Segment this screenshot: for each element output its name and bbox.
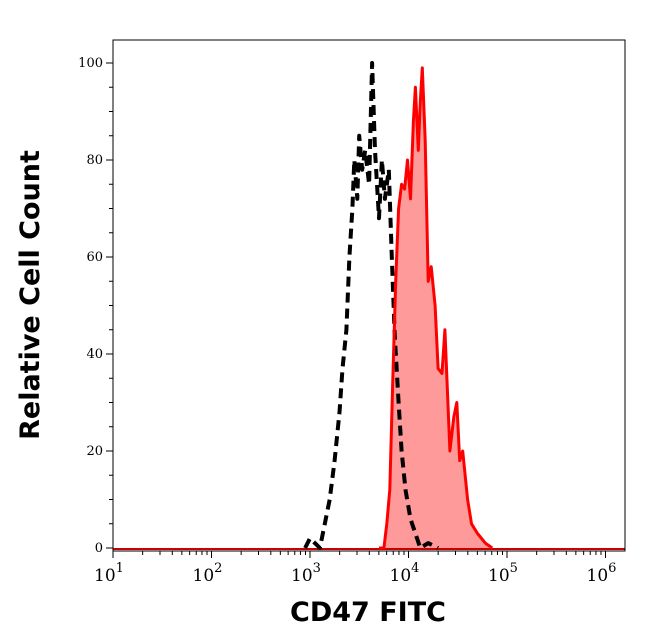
x-tick-base: 10 xyxy=(193,566,215,586)
x-tick-exp: 5 xyxy=(510,561,518,576)
y-tick-label: 20 xyxy=(86,444,103,459)
x-tick-exp: 4 xyxy=(411,561,419,576)
x-tick-exp: 2 xyxy=(214,561,222,576)
x-tick-label: 105 xyxy=(488,561,518,586)
series-1-line xyxy=(379,66,494,550)
y-tick-label: 100 xyxy=(78,56,103,71)
y-tick-label: 80 xyxy=(86,153,103,168)
x-tick-label: 103 xyxy=(291,561,321,586)
x-tick-base: 10 xyxy=(291,566,313,586)
x-tick-label: 101 xyxy=(94,561,124,586)
x-tick-base: 10 xyxy=(94,566,116,586)
x-tick-base: 10 xyxy=(488,566,510,586)
y-tick-label: 60 xyxy=(86,250,103,265)
x-tick-label: 102 xyxy=(193,561,223,586)
x-tick-label: 106 xyxy=(587,561,617,586)
series-1-fill xyxy=(378,67,493,549)
y-tick-label: 0 xyxy=(95,541,103,556)
x-tick-exp: 6 xyxy=(608,561,616,576)
x-tick-base: 10 xyxy=(587,566,609,586)
x-tick-label: 104 xyxy=(390,561,420,586)
x-tick-exp: 1 xyxy=(116,561,124,576)
y-axis-title: Relative Cell Count xyxy=(15,150,46,440)
x-tick-exp: 3 xyxy=(313,561,321,576)
x-axis-title: CD47 FITC xyxy=(290,597,446,628)
x-tick-base: 10 xyxy=(390,566,412,586)
y-tick-label: 40 xyxy=(86,347,103,362)
